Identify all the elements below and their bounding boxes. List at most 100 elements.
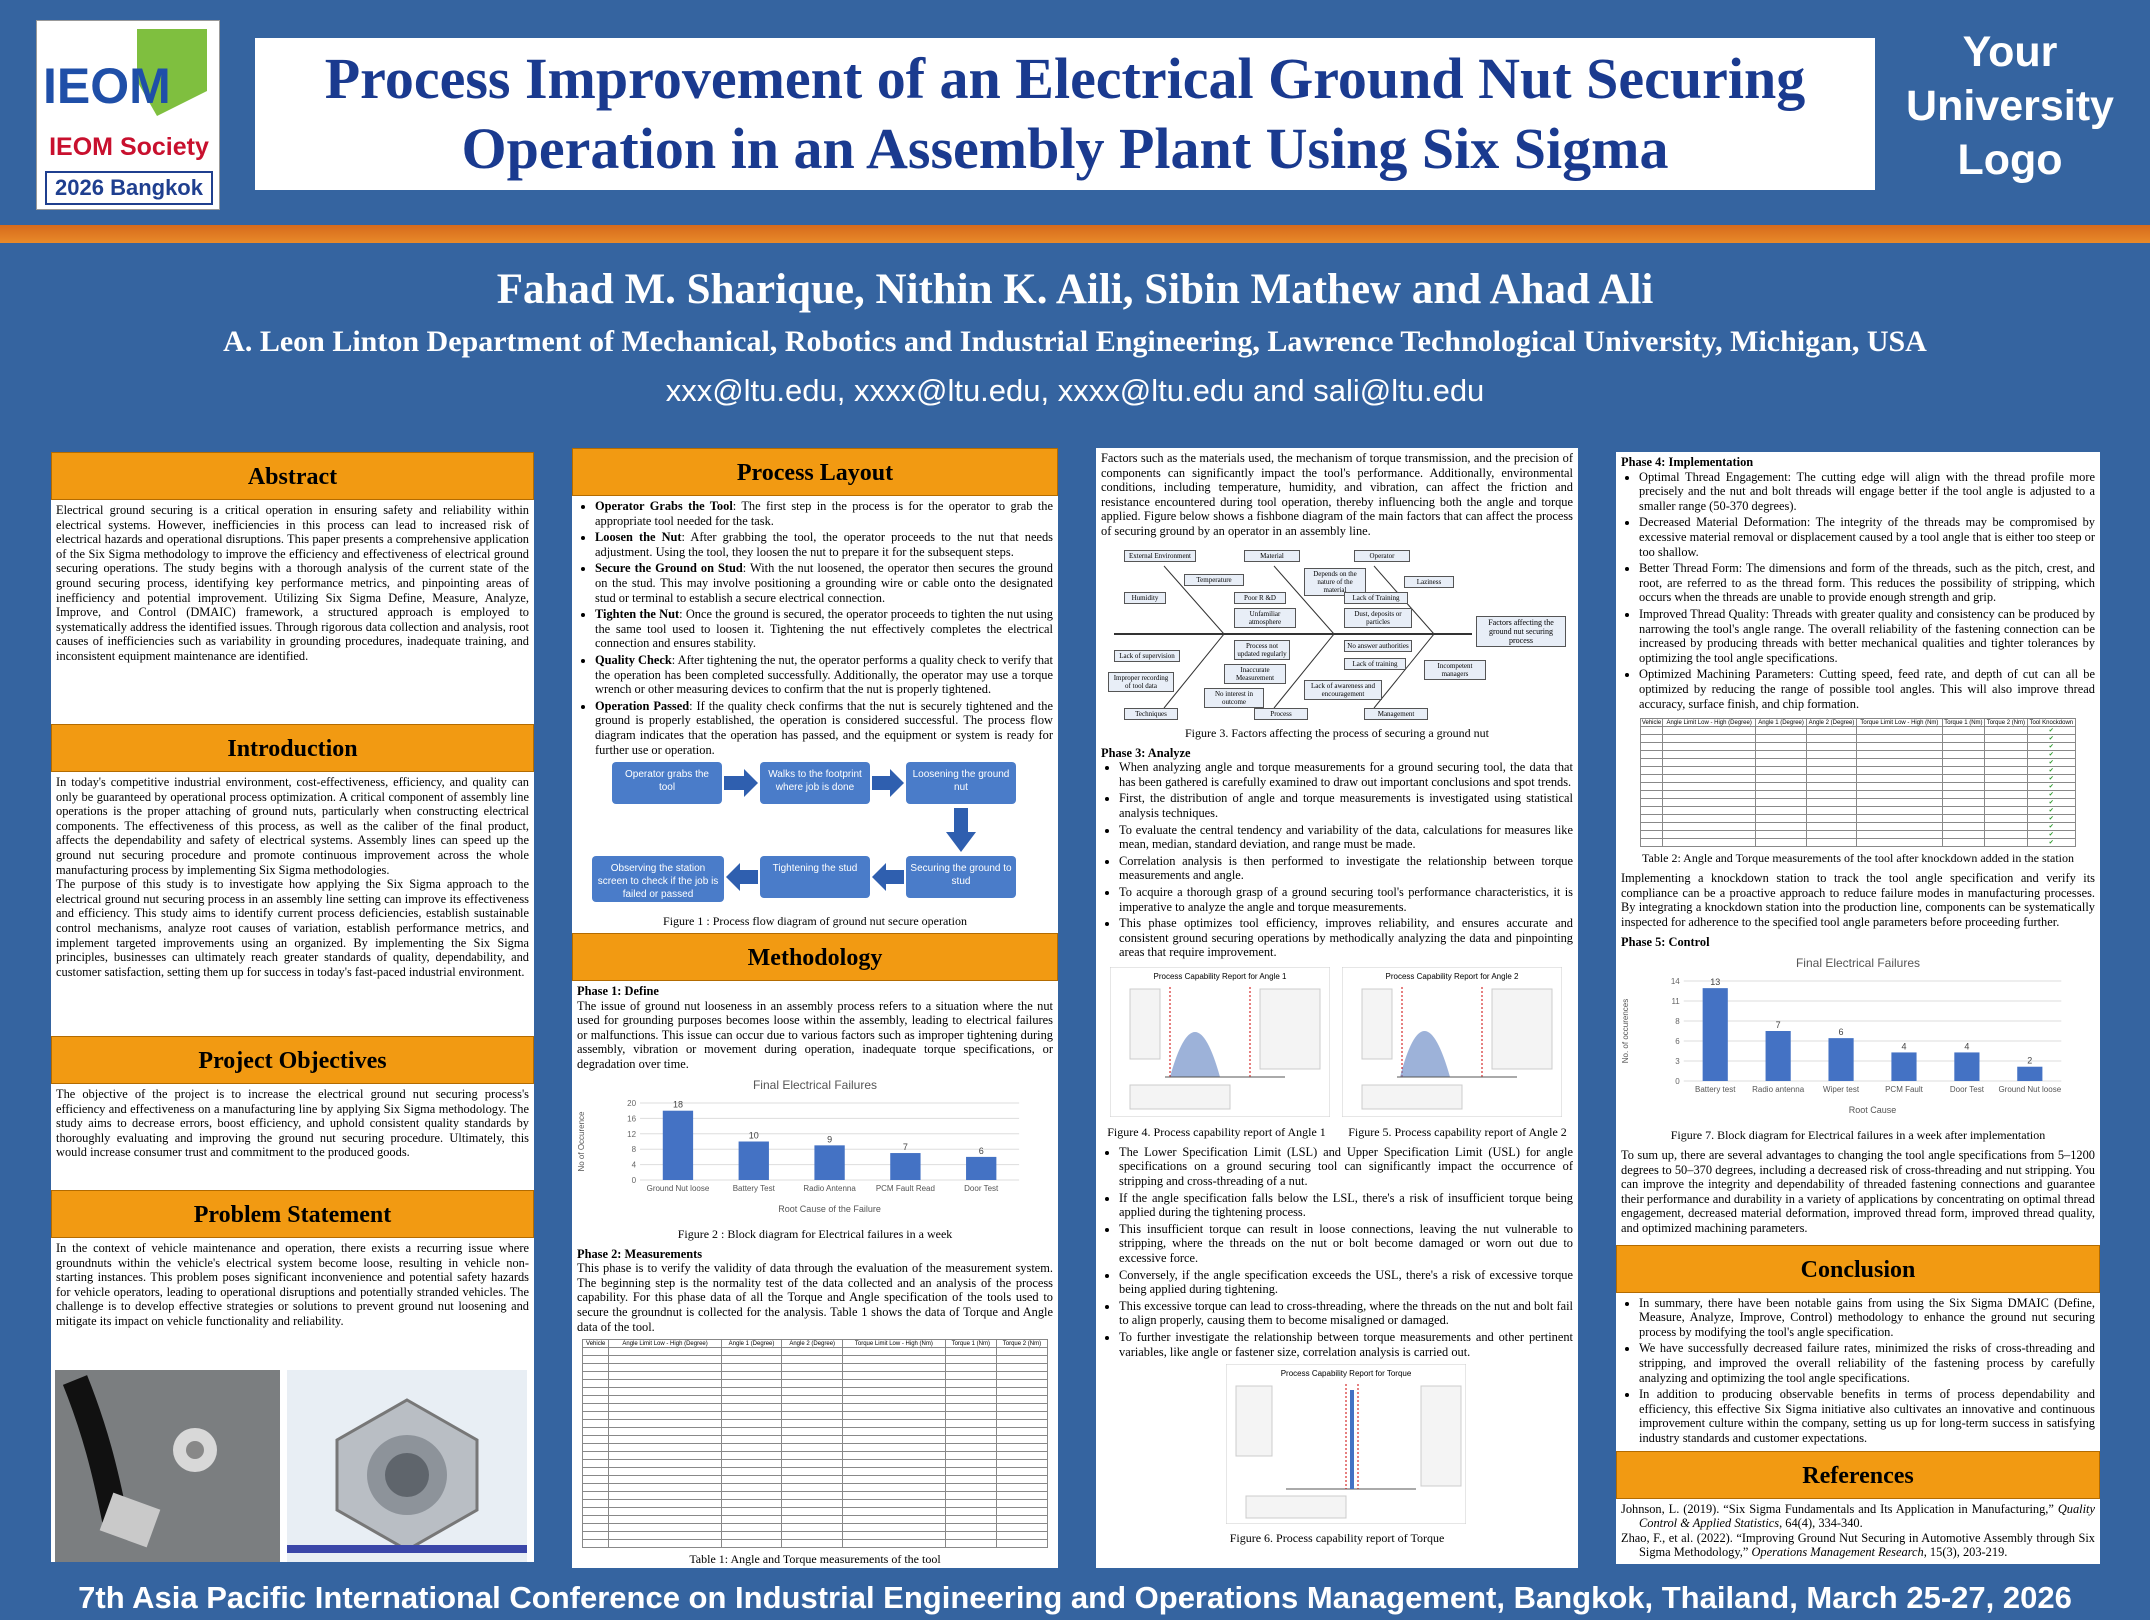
table-row: [581, 1515, 1049, 1525]
university-logo: Your University Logo: [1906, 28, 2114, 184]
step-5: Quality Check: After tightening the nut,…: [595, 653, 1053, 697]
x-tick-label: Radio antenna: [1752, 1085, 1805, 1094]
spec-limit-point-3: This insufficient torque can result in l…: [1119, 1222, 1573, 1266]
spec-limit-point-2: If the angle specification falls below t…: [1119, 1191, 1573, 1220]
y-tick-label: 20: [627, 1099, 636, 1108]
x-axis-label: Root Cause: [1849, 1105, 1897, 1115]
y-axis-label: No of Occurence: [577, 1111, 586, 1172]
methodology-header: Methodology: [572, 933, 1058, 981]
bar-4: [1891, 1052, 1917, 1082]
problem-text: In the context of vehicle maintenance an…: [56, 1241, 529, 1328]
data-label: 10: [749, 1130, 759, 1140]
table-1-caption: Table 1: Angle and Torque measurements o…: [689, 1552, 941, 1567]
y-tick-label: 14: [1671, 977, 1680, 986]
analyze-point-2: First, the distribution of angle and tor…: [1119, 791, 1573, 820]
ground-cable-photo: [55, 1370, 280, 1562]
table-row: ✔: [1640, 734, 2077, 744]
conclusion-point-3: In addition to producing observable bene…: [1639, 1387, 2095, 1445]
abstract-text: Electrical ground securing is a critical…: [56, 503, 529, 663]
table-row: [581, 1475, 1049, 1485]
torque-capability-chart: Process Capability Report for Torque: [1225, 1363, 1467, 1525]
authors: Fahad M. Sharique, Nithin K. Aili, Sibin…: [496, 266, 1654, 313]
process-flow-diagram: Operator grabs the tool Walks to the foo…: [572, 744, 1058, 912]
table-row: ✔: [1640, 790, 2077, 800]
fish-lack-awareness: Lack of awareness and encouragement: [1304, 679, 1382, 700]
fish-dust: Dust, deposits or particles: [1344, 607, 1412, 628]
fish-laziness: Laziness: [1404, 575, 1454, 588]
fish-process: Process: [1254, 707, 1308, 720]
x-tick-label: Wiper test: [1823, 1085, 1860, 1094]
spec-limit-point-4: Conversely, if the angle specification e…: [1119, 1268, 1573, 1297]
implementation-point-5: Optimized Machining Parameters: Cutting …: [1639, 667, 2095, 711]
implementation-point-4: Improved Thread Quality: Threads with gr…: [1639, 607, 2095, 665]
bar-5: [1954, 1052, 1980, 1082]
data-label: 4: [1964, 1041, 1969, 1051]
poster-title: Process Improvement of an Electrical Gro…: [324, 46, 1806, 181]
problem-photos: [51, 1364, 534, 1562]
step-4: Tighten the Nut: Once the ground is secu…: [595, 607, 1053, 651]
reference-1: Johnson, L. (2019). “Six Sigma Fundament…: [1621, 1501, 2095, 1531]
bar-3: [1828, 1038, 1854, 1082]
table-row: ✔: [1640, 822, 2077, 832]
flow-arrows: [724, 769, 976, 891]
column-3: Factors such as the materials used, the …: [1096, 448, 1578, 1568]
process-steps: Operator Grabs the Tool: The first step …: [572, 496, 1058, 757]
data-label: 7: [1776, 1020, 1781, 1030]
table-row: [581, 1443, 1049, 1453]
svg-text:Process Capability Report for: Process Capability Report for Angle 1: [1154, 972, 1288, 981]
flow-step-6: Observing the station screen to check if…: [592, 856, 724, 902]
objectives-text: The objective of the project is to incre…: [56, 1087, 529, 1160]
table-row: [581, 1363, 1049, 1373]
conclusion-header: Conclusion: [1616, 1244, 2100, 1293]
bar-2: [1765, 1031, 1791, 1082]
logo-graphic: IEOM: [43, 29, 207, 116]
fish-incompetent-managers: Incompetent managers: [1424, 659, 1486, 680]
fish-temperature: Temperature: [1184, 573, 1244, 586]
analyze-point-3: To evaluate the central tendency and var…: [1119, 823, 1573, 852]
phase-5-title: Phase 5: Control: [1621, 935, 1710, 950]
fish-material-nature: Depends on the nature of the material: [1304, 567, 1366, 596]
bar-1: [662, 1110, 694, 1180]
table-row: ✔: [1640, 766, 2077, 776]
abstract-header: Abstract: [51, 452, 534, 500]
failures-chart-after: Final Electrical Failures 0 3 6 8 11 14 13 Batte…: [1621, 956, 2062, 1115]
table-row: [581, 1435, 1049, 1445]
figure-2-caption: Figure 2 : Block diagram for Electrical …: [677, 1226, 953, 1241]
table-row: ✔: [1640, 838, 2077, 848]
conclusion-text: In summary, there have been notable gain…: [1616, 1293, 2100, 1451]
figure-1-caption: Figure 1 : Process flow diagram of groun…: [663, 914, 967, 928]
spec-limit-point-1: The Lower Specification Limit (LSL) and …: [1119, 1145, 1573, 1189]
table-row: [581, 1491, 1049, 1501]
fish-techniques: Techniques: [1124, 707, 1178, 720]
logo-event: 2026 Bangkok: [45, 171, 213, 205]
table-row: [581, 1507, 1049, 1517]
column-4: Phase 4: Implementation Optimal Thread E…: [1616, 452, 2100, 1564]
table-row: [581, 1347, 1049, 1357]
table-row: [581, 1427, 1049, 1437]
summary-text: To sum up, there are several advantages …: [1621, 1148, 2095, 1236]
data-label: 4: [1901, 1041, 1906, 1051]
analyze-point-1: When analyzing angle and torque measurem…: [1119, 760, 1573, 789]
table-row: ✔: [1640, 774, 2077, 784]
fish-inaccurate-measurement: Inaccurate Measurement: [1224, 663, 1286, 684]
figure-3-caption: Figure 3. Factors affecting the process …: [1184, 725, 1490, 740]
implementation-text: Implementing a knockdown station to trac…: [1621, 871, 2095, 929]
x-tick-label: Battery test: [1695, 1085, 1736, 1094]
y-tick-label: 11: [1671, 997, 1680, 1006]
fish-material: Material: [1244, 549, 1300, 562]
figure-6-caption: Figure 6. Process capability report of T…: [1229, 1531, 1445, 1546]
angle-1-capability-chart: Process Capability Report for Angle 1: [1110, 966, 1330, 1117]
x-tick-label: PCM Fault Read: [876, 1184, 935, 1193]
figure-4-caption: Figure 4. Process capability report of A…: [1107, 1124, 1326, 1139]
bar-3: [814, 1144, 845, 1180]
analyze-point-4: Correlation analysis is then performed t…: [1119, 854, 1573, 883]
figure-5-caption: Figure 5. Process capability report of A…: [1348, 1124, 1567, 1139]
implementation-point-1: Optimal Thread Engagement: The cutting e…: [1639, 470, 2095, 514]
implementation-point-3: Better Thread Form: The dimensions and f…: [1639, 561, 2095, 605]
fish-lack-training: Lack of Training: [1344, 591, 1408, 604]
table-1: Vehicle Angle Limit Low - High (Degree) An…: [572, 1337, 1058, 1550]
x-tick-label: Door Test: [1950, 1085, 1985, 1094]
bar-1: [1702, 988, 1728, 1082]
chart-title: Final Electrical Failures: [753, 1078, 877, 1092]
x-tick-label: Door Test: [964, 1184, 999, 1193]
